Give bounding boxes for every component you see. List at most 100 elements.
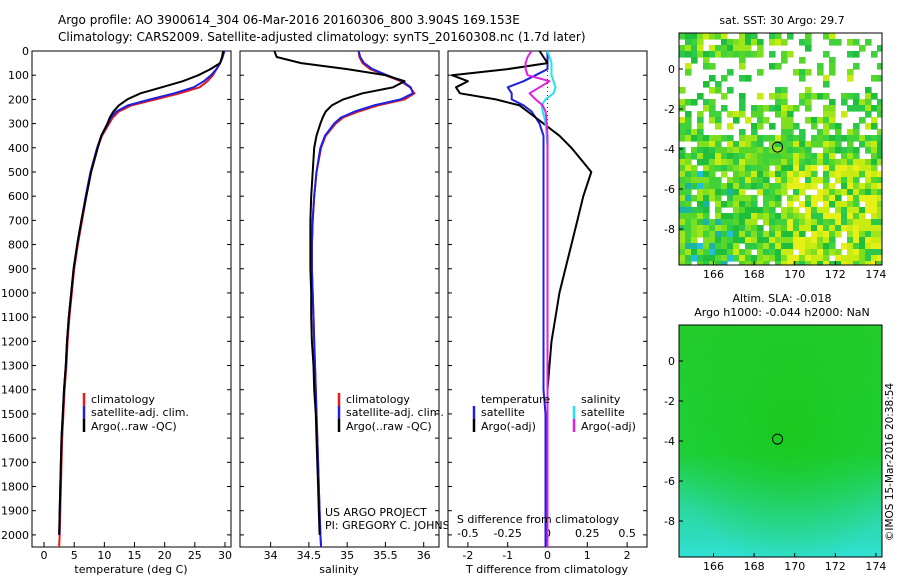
sst-cell <box>865 141 872 148</box>
sst-cell <box>817 153 824 160</box>
x-tick-label: 35 <box>340 549 354 562</box>
sst-cell <box>871 255 878 262</box>
sst-cell <box>793 255 800 262</box>
sst-cell <box>745 255 752 262</box>
map-lat-label: -2 <box>664 395 675 408</box>
sst-cell <box>811 213 818 220</box>
sst-cell <box>685 129 692 136</box>
sst-cell <box>811 201 818 208</box>
sst-cell <box>703 237 710 244</box>
sst-cell <box>829 195 836 202</box>
sst-cell <box>853 105 860 112</box>
sst-cell <box>697 231 704 238</box>
sst-cell <box>835 165 842 172</box>
map-lat-label: -6 <box>664 475 675 488</box>
sst-cell <box>805 261 812 265</box>
sst-cell <box>697 207 704 214</box>
salinity-x-label: salinity <box>319 563 359 576</box>
sst-cell <box>871 153 878 160</box>
sst-cell <box>877 207 882 214</box>
sst-cell <box>805 99 812 106</box>
sst-cell <box>739 213 746 220</box>
sst-cell <box>727 51 734 58</box>
sst-cell <box>727 219 734 226</box>
sst-cell <box>829 117 836 124</box>
sst-cell <box>697 147 704 154</box>
sst-cell <box>757 147 764 154</box>
legend-s-argo: Argo(-adj) <box>581 420 636 433</box>
sst-cell <box>721 255 728 262</box>
sst-cell <box>733 39 740 46</box>
sst-cell <box>745 141 752 148</box>
x2-tick-label: -0.25 <box>493 527 521 540</box>
sst-cell <box>865 111 872 118</box>
sst-cell <box>793 195 800 202</box>
sst-cell <box>823 195 830 202</box>
sst-cell <box>679 87 686 94</box>
sst-cell <box>829 123 836 130</box>
sst-cell <box>751 237 758 244</box>
sst-cell <box>793 189 800 196</box>
sst-cell <box>697 123 704 130</box>
sst-cell <box>727 189 734 196</box>
sst-cell <box>715 33 722 40</box>
sst-cell <box>721 219 728 226</box>
sst-cell <box>757 45 764 52</box>
sst-cell <box>829 33 836 40</box>
sst-cell <box>739 255 746 262</box>
map-lat-label: -6 <box>664 183 675 196</box>
sst-cell <box>841 93 848 100</box>
sst-cell <box>793 141 800 148</box>
sst-cell <box>865 165 872 172</box>
sst-cell <box>685 153 692 160</box>
sst-cell <box>751 177 758 184</box>
sst-cell <box>709 249 716 256</box>
sst-cell <box>799 93 806 100</box>
sst-cell <box>829 141 836 148</box>
sst-cell <box>763 165 770 172</box>
sst-cell <box>829 99 836 106</box>
sst-cell <box>739 45 746 52</box>
sst-cell <box>757 39 764 46</box>
sst-cell <box>751 33 758 40</box>
sst-cell <box>775 189 782 196</box>
sst-cell <box>859 159 866 166</box>
x-tick-label: 2 <box>624 549 631 562</box>
sst-cell <box>805 87 812 94</box>
sst-cell <box>829 39 836 46</box>
sst-cell <box>787 195 794 202</box>
sst-cell <box>739 147 746 154</box>
sst-cell <box>829 189 836 196</box>
sst-cell <box>829 111 836 118</box>
sst-cell <box>691 153 698 160</box>
sst-cell <box>685 69 692 76</box>
sst-cell <box>799 231 806 238</box>
sst-cell <box>829 69 836 76</box>
sla-map-title: Altim. SLA: -0.018 <box>732 292 831 305</box>
sst-cell <box>763 237 770 244</box>
sst-cell <box>703 261 710 265</box>
sst-cell <box>709 195 716 202</box>
sst-cell <box>721 225 728 232</box>
sst-cell <box>715 213 722 220</box>
sst-cell <box>679 261 686 265</box>
sst-cell <box>697 45 704 52</box>
sst-cell <box>877 105 882 112</box>
sst-cell <box>871 195 878 202</box>
sst-cell <box>877 225 882 232</box>
sst-cell <box>691 147 698 154</box>
sst-cell <box>769 171 776 178</box>
sst-cell <box>847 261 854 265</box>
sst-cell <box>775 93 782 100</box>
sst-cell <box>745 237 752 244</box>
map-lat-label: -2 <box>664 103 675 116</box>
sst-cell <box>823 123 830 130</box>
sst-cell <box>865 207 872 214</box>
sst-cell <box>769 63 776 70</box>
sst-cell <box>727 177 734 184</box>
sst-cell <box>835 261 842 265</box>
sst-cell <box>829 57 836 64</box>
sst-cell <box>715 153 722 160</box>
depth-tick-label: 2000 <box>1 529 29 542</box>
sst-cell <box>763 135 770 142</box>
